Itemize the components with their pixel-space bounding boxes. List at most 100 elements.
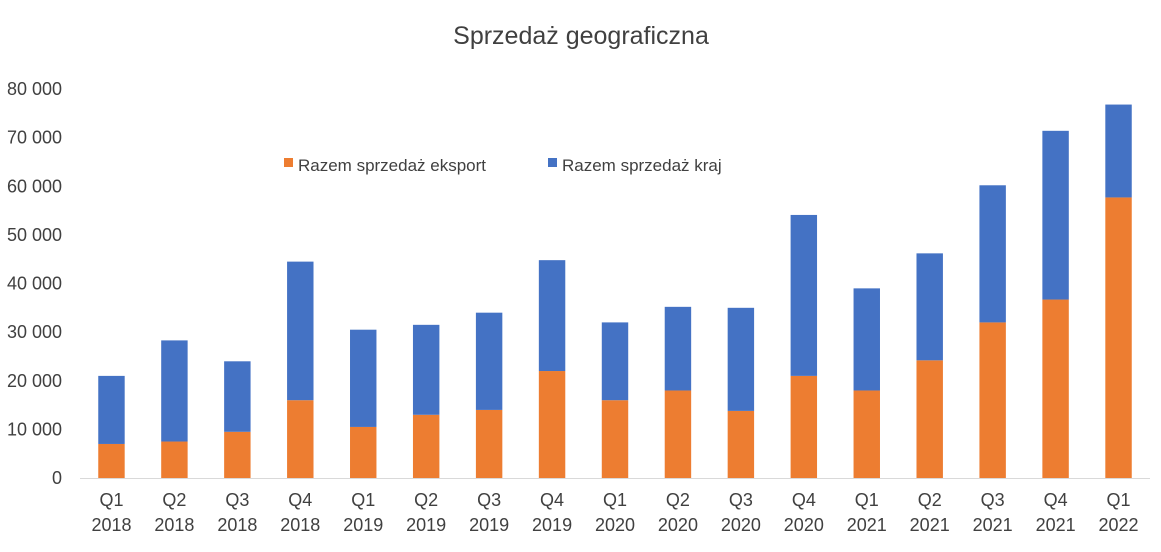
y-axis-tick-labels: 0 10 000 20 000 30 000 40 000 50 000 60 000 70 … [7,79,62,488]
x-tick-label: Q4 2018 [280,490,320,535]
legend-swatch-domestic [548,158,557,167]
x-tick-year: 2019 [532,515,572,535]
x-tick-quarter: Q1 [603,490,627,510]
bar-export [475,409,503,478]
bar-domestic [1042,130,1069,300]
x-tick-year: 2019 [343,515,383,535]
bar-domestic [161,340,188,442]
x-tick-quarter: Q4 [540,490,564,510]
y-tick-label: 0 [52,468,62,488]
bar-domestic [350,329,377,427]
x-tick-label: Q1 2020 [595,490,635,535]
bar-export [664,390,692,478]
bar-export [1105,197,1132,478]
x-tick-label: Q3 2021 [973,490,1013,535]
bar-export [601,400,629,478]
bar-domestic [727,307,755,411]
x-tick-quarter: Q3 [477,490,501,510]
chart-title: Sprzedaż geograficzna [453,22,709,50]
x-tick-quarter: Q1 [855,490,879,510]
x-tick-quarter: Q3 [225,490,249,510]
x-tick-label: Q2 2019 [406,490,446,535]
x-tick-quarter: Q1 [1107,490,1131,510]
x-tick-label: Q4 2021 [1036,490,1076,535]
bar-domestic [916,253,943,361]
x-tick-year: 2018 [280,515,320,535]
x-tick-label: Q3 2019 [469,490,509,535]
x-tick-quarter: Q2 [918,490,942,510]
x-tick-label: Q3 2020 [721,490,761,535]
legend-label-domestic: Razem sprzedaż kraj [562,156,722,175]
bar-domestic [98,375,125,444]
bar-domestic [853,288,880,391]
y-tick-label: 40 000 [7,274,62,294]
legend-label-export: Razem sprzedaż eksport [298,156,486,175]
x-tick-year: 2018 [154,515,194,535]
x-tick-quarter: Q2 [162,490,186,510]
x-tick-year: 2022 [1099,515,1139,535]
legend: Razem sprzedaż eksport Razem sprzedaż kr… [284,156,722,175]
x-tick-label: Q4 2019 [532,490,572,535]
bar-export [287,400,314,478]
x-tick-quarter: Q2 [666,490,690,510]
y-tick-label: 20 000 [7,371,62,391]
y-tick-label: 80 000 [7,79,62,99]
x-tick-quarter: Q1 [351,490,375,510]
x-tick-year: 2020 [721,515,761,535]
x-tick-label: Q2 2021 [910,490,950,535]
bar-export [916,360,943,478]
bar-domestic [287,261,314,401]
bar-export [224,431,251,478]
x-tick-year: 2018 [91,515,131,535]
bar-domestic [1105,104,1132,198]
bar-domestic [224,361,251,432]
bar-export [538,371,566,478]
x-tick-year: 2019 [469,515,509,535]
bar-export [98,443,125,478]
bar-export [853,390,880,478]
y-tick-label: 70 000 [7,128,62,148]
bar-domestic [538,260,566,372]
y-tick-label: 60 000 [7,176,62,196]
x-axis-tick-labels: Q1 2018 Q2 2018 Q3 2018 Q4 2018 Q1 2019 Q2 2019 Q3 20… [91,490,1138,535]
x-tick-label: Q3 2018 [217,490,257,535]
x-tick-label: Q1 2019 [343,490,383,535]
x-tick-label: Q2 2020 [658,490,698,535]
x-tick-year: 2021 [973,515,1013,535]
y-tick-label: 10 000 [7,419,62,439]
bar-group [98,104,1132,478]
x-tick-quarter: Q2 [414,490,438,510]
bar-domestic [664,306,692,391]
bar-export [161,441,188,478]
x-tick-year: 2018 [217,515,257,535]
x-tick-year: 2020 [784,515,824,535]
bar-domestic [412,324,440,415]
x-tick-label: Q1 2022 [1099,490,1139,535]
x-tick-year: 2020 [595,515,635,535]
x-tick-year: 2019 [406,515,446,535]
x-tick-label: Q4 2020 [784,490,824,535]
y-tick-label: 30 000 [7,322,62,342]
x-tick-quarter: Q4 [1044,490,1068,510]
bar-domestic [475,312,503,410]
bar-domestic [979,185,1006,323]
x-tick-year: 2020 [658,515,698,535]
x-tick-quarter: Q3 [729,490,753,510]
bar-export [979,322,1006,478]
x-tick-year: 2021 [910,515,950,535]
legend-swatch-export [284,158,293,167]
x-tick-quarter: Q1 [99,490,123,510]
x-tick-quarter: Q4 [288,490,312,510]
x-tick-year: 2021 [847,515,887,535]
bar-export [350,426,377,478]
bar-domestic [790,214,818,376]
bar-export [727,410,755,478]
x-tick-quarter: Q3 [981,490,1005,510]
x-tick-label: Q1 2021 [847,490,887,535]
bar-export [1042,299,1069,478]
y-tick-label: 50 000 [7,225,62,245]
x-tick-label: Q2 2018 [154,490,194,535]
bar-domestic [601,322,629,401]
bar-export [790,375,818,478]
